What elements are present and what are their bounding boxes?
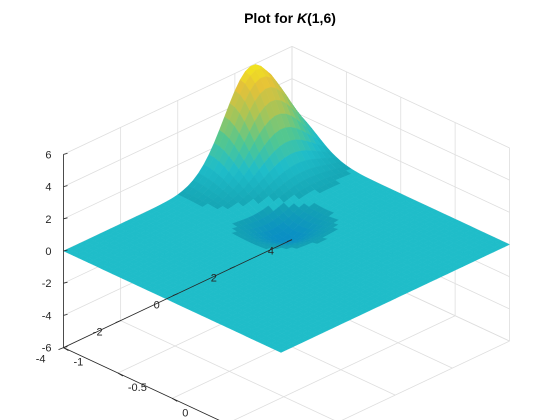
- grid-line-z: [63, 46, 293, 155]
- z-tick-mark: [63, 346, 68, 348]
- z-tick-label: 0: [45, 246, 51, 258]
- grid-line-x: [233, 315, 456, 420]
- grid-line-y: [63, 347, 220, 420]
- x-tick-label: -0.5: [128, 382, 147, 394]
- x-axis-line: [63, 347, 220, 420]
- chart-title: Plot for K(1,6): [244, 10, 336, 26]
- title-symbol: K: [297, 10, 308, 26]
- grid-line-x: [341, 340, 510, 420]
- title-args: (1,6): [307, 10, 336, 26]
- z-tick-mark: [63, 249, 68, 252]
- z-tick-mark: [63, 314, 68, 316]
- z-tick-mark: [63, 217, 68, 220]
- y-tick-mark: [286, 239, 293, 242]
- y-tick-mark: [229, 266, 236, 269]
- y-tick-label: -4: [36, 354, 46, 366]
- z-tick-label: 6: [45, 149, 51, 161]
- x-tick-mark: [172, 398, 178, 402]
- y-tick-label: 4: [268, 246, 274, 258]
- z-tick-label: 2: [45, 214, 51, 226]
- x-tick-mark: [63, 347, 69, 351]
- z-tick-mark: [63, 185, 68, 187]
- axes-box: [58, 153, 293, 420]
- x-tick-label: -1: [74, 357, 84, 369]
- z-tick-label: -4: [42, 310, 52, 322]
- y-tick-label: 2: [211, 273, 217, 285]
- y-tick-label: 0: [154, 300, 160, 312]
- grid-line-z: [291, 46, 510, 149]
- y-tick-mark: [172, 293, 178, 296]
- z-tick-label: -2: [42, 278, 52, 290]
- x-tick-mark: [117, 372, 124, 377]
- y-tick-mark: [115, 320, 121, 323]
- x-tick-label: 0: [182, 407, 188, 419]
- surface-mesh: [63, 64, 510, 353]
- y-tick-mark: [58, 347, 64, 350]
- z-tick-mark: [63, 153, 68, 155]
- z-tick-label: 4: [45, 182, 51, 194]
- surface-cell: [275, 347, 287, 353]
- title-prefix: Plot for: [244, 10, 297, 26]
- z-tick-mark: [63, 281, 68, 284]
- z-tick-label: -6: [42, 343, 52, 355]
- y-tick-label: -2: [93, 327, 103, 339]
